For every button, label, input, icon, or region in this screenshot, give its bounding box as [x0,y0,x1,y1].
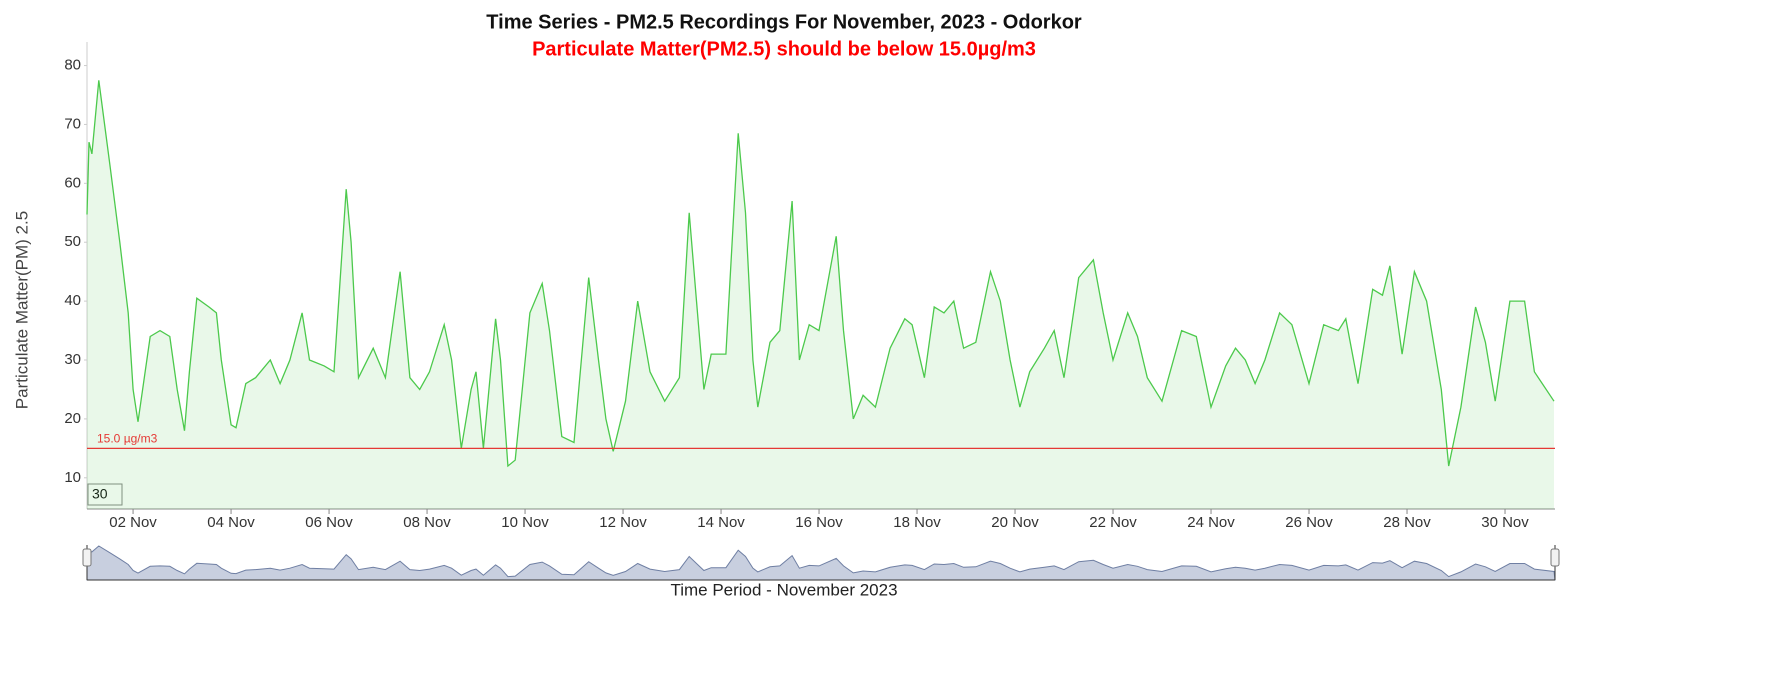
x-tick-label: 10 Nov [501,514,549,531]
x-tick-label: 06 Nov [305,514,353,531]
y-axis-title: Particulate Matter(PM) 2.5 [12,211,31,409]
y-tick-label: 80 [64,57,81,74]
x-tick-label: 02 Nov [109,514,157,531]
navigator-handle[interactable] [82,548,92,567]
y-tick-label: 40 [64,292,81,309]
y-tick-label: 30 [64,351,81,368]
navigator-area [86,545,1556,581]
x-axis-title: Time Period - November 2023 [670,580,897,599]
x-tick-label: 12 Nov [599,514,647,531]
x-tick-label: 20 Nov [991,514,1039,531]
y-tick-label: 50 [64,233,81,250]
x-tick-label: 18 Nov [893,514,941,531]
y-tick-label: 20 [64,410,81,427]
range-input[interactable] [87,483,123,506]
x-tick-label: 16 Nov [795,514,843,531]
x-tick-label: 30 Nov [1481,514,1529,531]
x-tick-label: 24 Nov [1187,514,1235,531]
threshold-label: 15.0 µg/m3 [97,432,158,446]
x-tick-label: 22 Nov [1089,514,1137,531]
range-input-text: 30 [92,486,108,502]
y-tick-label: 10 [64,469,81,486]
navigator-handle[interactable] [1550,548,1560,567]
y-tick-label: 60 [64,174,81,191]
x-tick-label: 08 Nov [403,514,451,531]
x-tick-label: 14 Nov [697,514,745,531]
chart-title: Time Series - PM2.5 Recordings For Novem… [486,11,1082,33]
x-tick-label: 26 Nov [1285,514,1333,531]
line [86,80,1555,468]
chart-subtitle: Particulate Matter(PM2.5) should be belo… [532,38,1036,60]
area [87,80,1555,510]
y-tick-label: 70 [64,115,81,132]
x-tick-label: 04 Nov [207,514,255,531]
x-tick-label: 28 Nov [1383,514,1431,531]
